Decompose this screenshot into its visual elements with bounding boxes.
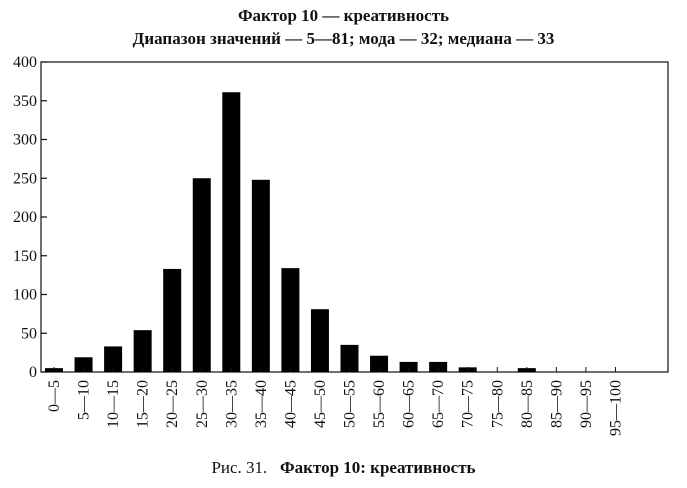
x-tick-label: 40—45 [282,380,299,428]
bar [281,268,300,372]
x-tick-label: 85—90 [548,380,565,428]
y-tick-label: 350 [13,93,37,110]
bar [370,355,389,372]
x-tick-label: 35—40 [253,380,270,428]
chart-subtitle: Диапазон значений — 5—81; мода — 32; мед… [132,29,555,48]
y-tick-label: 400 [13,54,37,71]
x-tick-label: 0—5 [46,380,63,412]
x-tick-label: 75—80 [489,380,506,428]
bar [104,346,123,372]
bar [340,344,359,372]
x-tick-label: 10—15 [105,380,122,428]
y-tick-label: 250 [13,170,37,187]
x-tick-label: 60—65 [401,380,418,428]
bar [222,92,241,372]
figure-label: Рис. 31. [211,458,268,477]
bar [163,268,182,372]
bar [192,178,211,372]
y-tick-label: 200 [13,209,37,226]
y-tick-label: 100 [13,287,37,304]
x-tick-label: 20—25 [164,380,181,428]
y-tick-label: 0 [29,364,37,381]
x-tick-label: 45—50 [312,380,329,428]
x-tick-label: 80—85 [519,380,536,428]
bar [251,179,270,372]
x-tick-label: 65—70 [430,380,447,428]
chart-title: Фактор 10 — креативность [237,6,450,25]
y-tick-label: 50 [21,325,37,342]
bar [133,330,152,372]
bar [74,357,93,372]
x-tick-label: 55—60 [371,380,388,428]
x-tick-label: 30—35 [223,380,240,428]
x-tick-label: 90—95 [578,380,595,428]
bar [310,309,329,372]
x-tick-label: 50—55 [342,380,359,428]
y-tick-label: 150 [13,248,37,265]
x-tick-label: 5—10 [76,380,93,420]
plot-frame [40,61,669,373]
bar [399,361,418,372]
figure-caption: Рис. 31. Фактор 10: креативность [0,458,687,478]
y-tick-label: 300 [13,132,37,149]
x-tick-label: 70—75 [460,380,477,428]
x-tick-label: 95—100 [607,380,624,436]
x-tick-label: 25—30 [194,380,211,428]
bar [429,361,448,372]
figure-caption-text: Фактор 10: креативность [280,458,476,477]
x-tick-label: 15—20 [135,380,152,428]
